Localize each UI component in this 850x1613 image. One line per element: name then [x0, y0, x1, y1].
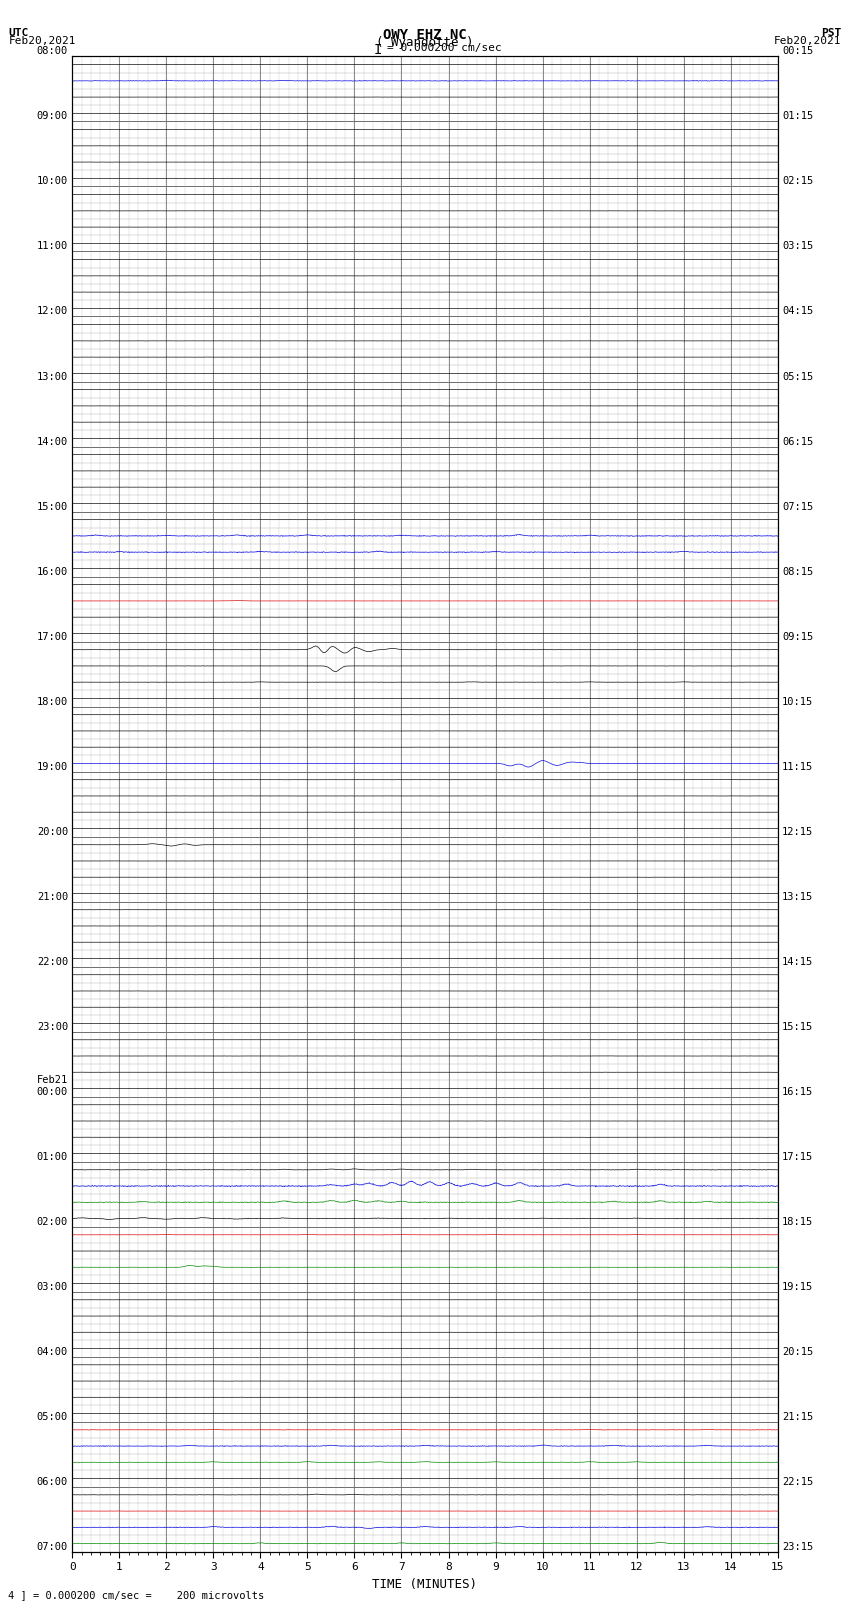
Text: ( Wyandotte ): ( Wyandotte ) — [377, 37, 473, 50]
Text: Feb20,2021: Feb20,2021 — [774, 37, 842, 47]
X-axis label: TIME (MINUTES): TIME (MINUTES) — [372, 1578, 478, 1590]
Text: UTC: UTC — [8, 29, 29, 39]
Text: OWY EHZ NC: OWY EHZ NC — [383, 29, 467, 42]
Text: = 0.000200 cm/sec: = 0.000200 cm/sec — [387, 44, 501, 53]
Text: I: I — [374, 44, 382, 56]
Text: Feb20,2021: Feb20,2021 — [8, 37, 76, 47]
Text: 4 ] = 0.000200 cm/sec =    200 microvolts: 4 ] = 0.000200 cm/sec = 200 microvolts — [8, 1590, 264, 1600]
Text: PST: PST — [821, 29, 842, 39]
